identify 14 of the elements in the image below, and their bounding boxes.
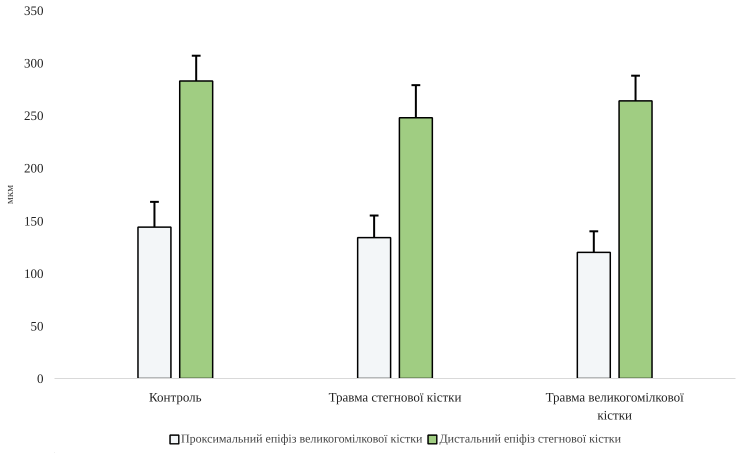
legend-label: Проксимальний епіфіз великогомілкової кістки bbox=[180, 432, 422, 446]
y-axis-title: мкм bbox=[4, 184, 16, 204]
y-tick-label: 250 bbox=[24, 108, 44, 124]
y-tick-label: 200 bbox=[24, 160, 44, 176]
y-tick-label: 300 bbox=[24, 56, 44, 71]
y-tick-label: 350 bbox=[24, 3, 44, 18]
x-tick-label: Травма великогомілкової кістки bbox=[546, 390, 684, 422]
y-tick-label: 150 bbox=[24, 213, 44, 228]
y-tick-label: 0 bbox=[37, 371, 44, 386]
x-tick-label: Травма стегнової кістки bbox=[328, 390, 462, 404]
x-tick-label: Контроль bbox=[149, 390, 202, 404]
y-tick-label: 100 bbox=[24, 266, 44, 281]
legend-label: Дистальний епіфіз стегнової кістки bbox=[439, 432, 622, 446]
y-tick-label: 50 bbox=[30, 318, 44, 334]
